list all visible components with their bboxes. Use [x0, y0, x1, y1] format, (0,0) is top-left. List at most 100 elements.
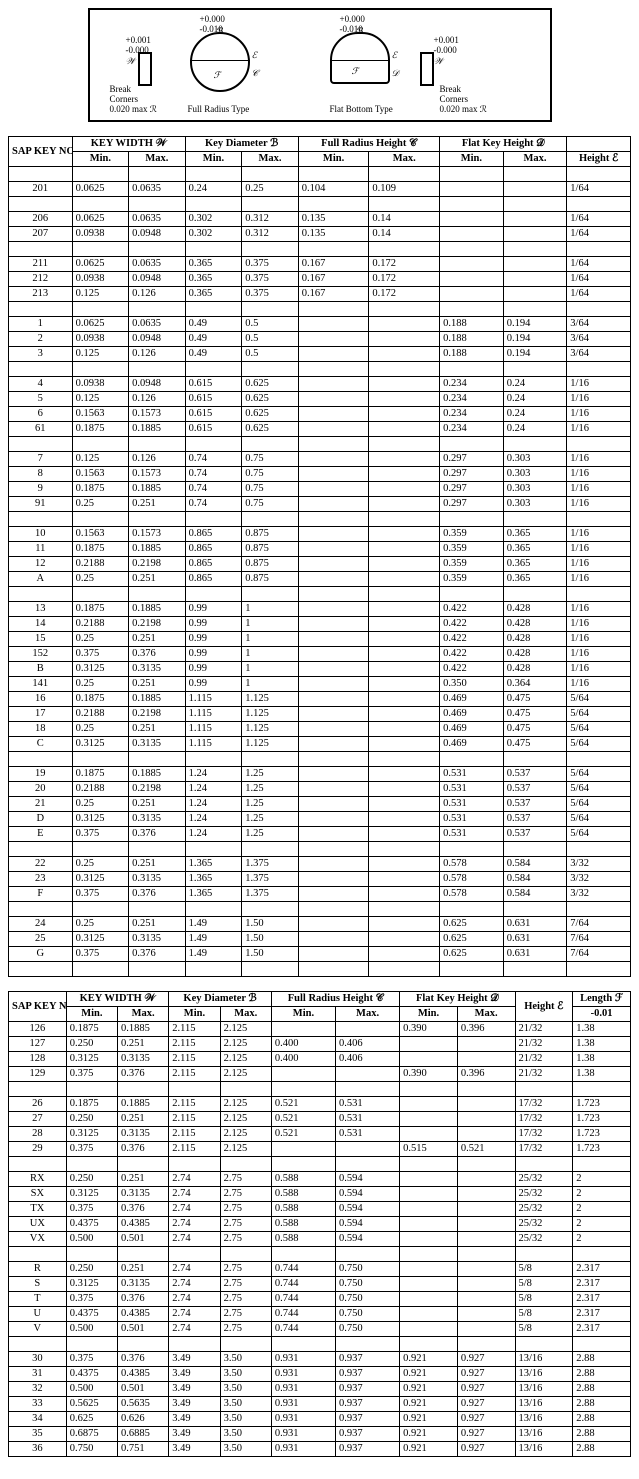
hdr2-w: KEY WIDTH 𝒲 [66, 992, 169, 1007]
table-cell: 11 [9, 542, 73, 557]
table-cell [298, 812, 369, 827]
hdr2-d: Flat Key Height 𝒟 [400, 992, 515, 1007]
table-row: 310.43750.43853.493.500.9310.9370.9210.9… [9, 1367, 631, 1382]
table-cell: 0.0948 [129, 227, 186, 242]
table-cell: 1/16 [567, 422, 631, 437]
table-cell: 20 [9, 782, 73, 797]
table-cell: 0.25 [72, 917, 129, 932]
table-cell [72, 962, 129, 977]
table-row: T0.3750.3762.742.750.7440.7505/82.317 [9, 1292, 631, 1307]
table-cell: 0.521 [457, 1142, 515, 1157]
table-cell: 6 [9, 407, 73, 422]
table-cell [185, 842, 242, 857]
table-cell [9, 512, 73, 527]
table-cell: 17/32 [515, 1097, 573, 1112]
table-cell [567, 842, 631, 857]
table-cell [369, 842, 440, 857]
table-cell [298, 872, 369, 887]
table-cell [9, 752, 73, 767]
table-cell [400, 1322, 458, 1337]
table-cell [369, 872, 440, 887]
table-cell: 2 [573, 1172, 631, 1187]
table-cell: 3.49 [169, 1382, 220, 1397]
table-cell: 0.99 [185, 677, 242, 692]
table-cell [400, 1097, 458, 1112]
table-cell: 1 [242, 602, 299, 617]
table-row: SX0.31250.31352.742.750.5880.59425/322 [9, 1187, 631, 1202]
table-row: 30.1250.1260.490.50.1880.1943/64 [9, 347, 631, 362]
table-cell: 0.24 [503, 377, 567, 392]
table-cell [503, 257, 567, 272]
table-cell [129, 167, 186, 182]
table-row: 910.250.2510.740.750.2970.3031/16 [9, 497, 631, 512]
hdr2-wmax: Max. [118, 1007, 169, 1022]
table-cell: 0.234 [440, 407, 504, 422]
table-cell: 1.38 [573, 1052, 631, 1067]
table-cell [185, 962, 242, 977]
table-cell [369, 662, 440, 677]
table-cell [400, 1037, 458, 1052]
table-cell [369, 887, 440, 902]
table-cell: 0.4375 [66, 1217, 117, 1232]
table-cell: 3.49 [169, 1397, 220, 1412]
lbl-b2: ℬ [356, 26, 363, 37]
table-cell [220, 1082, 271, 1097]
table-cell: 5/8 [515, 1292, 573, 1307]
table-cell [369, 242, 440, 257]
table-cell: 0.14 [369, 227, 440, 242]
table-cell: 0.921 [400, 1367, 458, 1382]
table-cell [400, 1232, 458, 1247]
table-cell: 0.75 [242, 497, 299, 512]
table-cell: 2.75 [220, 1187, 271, 1202]
table-cell [369, 587, 440, 602]
table-cell: 0.931 [271, 1442, 335, 1457]
table-cell [457, 1277, 515, 1292]
table-cell: 1/16 [567, 617, 631, 632]
table-cell: 2.115 [169, 1097, 220, 1112]
table-row: D0.31250.31351.241.250.5310.5375/64 [9, 812, 631, 827]
table-cell: 7 [9, 452, 73, 467]
table-row: 2110.06250.06350.3650.3750.1670.1721/64 [9, 257, 631, 272]
table-cell: 0.588 [271, 1172, 335, 1187]
table-cell [369, 902, 440, 917]
table-cell [440, 962, 504, 977]
table-cell [503, 212, 567, 227]
table-cell: 2.125 [220, 1037, 271, 1052]
table-cell: 17/32 [515, 1142, 573, 1157]
table-cell [573, 1157, 631, 1172]
table-cell [336, 1067, 400, 1082]
table-cell: 0.1885 [129, 482, 186, 497]
table-cell [185, 512, 242, 527]
table-cell: 0.594 [336, 1232, 400, 1247]
table-cell: 0.135 [298, 227, 369, 242]
table-cell: 0.365 [503, 572, 567, 587]
table-cell: 13 [9, 602, 73, 617]
table-cell: 0.3125 [72, 662, 129, 677]
table-cell: 0.594 [336, 1172, 400, 1187]
hdr-d: Flat Key Height 𝒟 [440, 137, 567, 152]
table-cell: 1.115 [185, 707, 242, 722]
full-radius-caption: Full Radius Type [188, 104, 250, 114]
table-cell [129, 437, 186, 452]
table-cell [400, 1217, 458, 1232]
table-cell: 0.376 [118, 1067, 169, 1082]
table-cell [298, 782, 369, 797]
table-cell [369, 392, 440, 407]
table-cell: 0.3125 [72, 872, 129, 887]
table-cell: 0.359 [440, 557, 504, 572]
table-cell: 3.50 [220, 1382, 271, 1397]
table-cell [369, 572, 440, 587]
table-row [9, 512, 631, 527]
table-cell: 0.937 [336, 1412, 400, 1427]
table-cell: 0.302 [185, 212, 242, 227]
table-cell: 0.865 [185, 542, 242, 557]
table-cell [336, 1142, 400, 1157]
table-cell: 0.422 [440, 617, 504, 632]
table-cell [169, 1157, 220, 1172]
table-cell: 0.422 [440, 647, 504, 662]
table-cell [440, 242, 504, 257]
table-cell: 1/16 [567, 497, 631, 512]
table-cell [369, 437, 440, 452]
table-cell: 0.921 [400, 1352, 458, 1367]
table-cell: 0.428 [503, 632, 567, 647]
